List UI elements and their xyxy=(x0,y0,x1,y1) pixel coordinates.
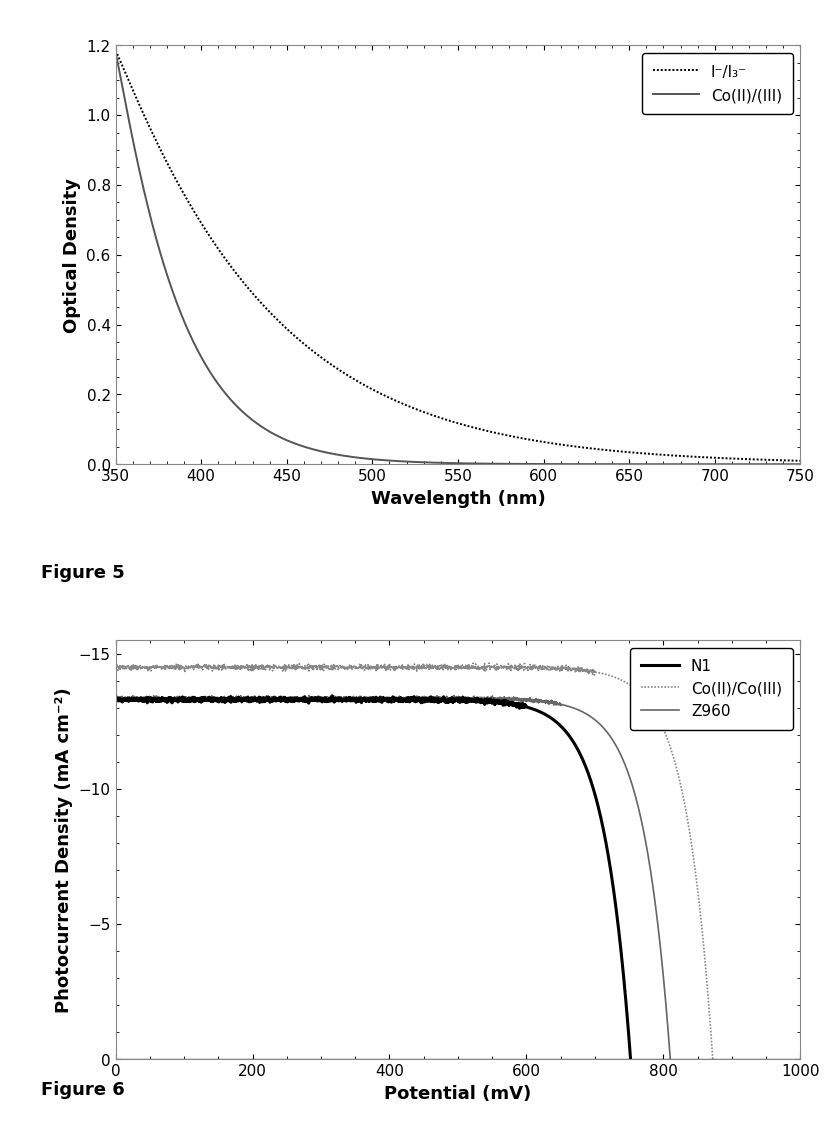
I⁻/I₃⁻ xyxy=(444,413,454,427)
Z960 xyxy=(374,693,384,706)
Z960 xyxy=(111,691,120,705)
I⁻/I₃⁻ xyxy=(426,408,436,421)
Z960 xyxy=(229,693,239,706)
I⁻/I₃⁻ xyxy=(776,453,785,467)
Y-axis label: Photocurrent Density (mA cm⁻²): Photocurrent Density (mA cm⁻²) xyxy=(55,687,73,1013)
Z960 xyxy=(304,689,314,703)
Line: Z960: Z960 xyxy=(116,696,800,1139)
Line: I⁻/I₃⁻: I⁻/I₃⁻ xyxy=(116,51,800,461)
Co(II)/(III) xyxy=(145,211,155,224)
Co(II)/Co(III) xyxy=(189,663,199,677)
N1 xyxy=(189,693,199,706)
I⁻/I₃⁻ xyxy=(145,123,155,137)
Line: N1: N1 xyxy=(116,696,800,1139)
Co(II)/(III) xyxy=(776,458,785,472)
Co(II)/(III) xyxy=(444,457,454,470)
N1 xyxy=(328,689,337,703)
N1 xyxy=(229,693,239,706)
Co(II)/(III) xyxy=(776,458,785,472)
Co(II)/(III) xyxy=(426,456,436,469)
Legend: I⁻/I₃⁻, Co(II)/(III): I⁻/I₃⁻, Co(II)/(III) xyxy=(642,54,793,114)
Text: Figure 5: Figure 5 xyxy=(41,564,125,582)
Line: Co(II)/Co(III): Co(II)/Co(III) xyxy=(116,663,800,1139)
Legend: N1, Co(II)/Co(III), Z960: N1, Co(II)/Co(III), Z960 xyxy=(629,648,793,730)
Z960 xyxy=(189,693,199,706)
Z960 xyxy=(403,691,413,705)
N1 xyxy=(374,694,384,707)
Co(II)/Co(III) xyxy=(709,1063,719,1076)
Line: Co(II)/(III): Co(II)/(III) xyxy=(116,52,800,465)
N1 xyxy=(111,694,120,707)
Co(II)/(III) xyxy=(795,458,805,472)
Co(II)/Co(III) xyxy=(229,659,239,673)
X-axis label: Potential (mV): Potential (mV) xyxy=(384,1084,531,1103)
Co(II)/Co(III) xyxy=(111,662,120,675)
Text: Figure 6: Figure 6 xyxy=(41,1081,125,1099)
N1 xyxy=(403,690,413,704)
Co(II)/Co(III) xyxy=(373,659,383,673)
I⁻/I₃⁻ xyxy=(111,44,120,58)
X-axis label: Wavelength (nm): Wavelength (nm) xyxy=(370,490,545,508)
I⁻/I₃⁻ xyxy=(650,448,660,461)
Co(II)/Co(III) xyxy=(403,663,412,677)
Co(II)/(III) xyxy=(111,46,120,59)
Y-axis label: Optical Density: Optical Density xyxy=(63,178,81,333)
Co(II)/Co(III) xyxy=(484,656,494,670)
Co(II)/(III) xyxy=(650,458,660,472)
I⁻/I₃⁻ xyxy=(795,454,805,468)
I⁻/I₃⁻ xyxy=(776,453,785,467)
